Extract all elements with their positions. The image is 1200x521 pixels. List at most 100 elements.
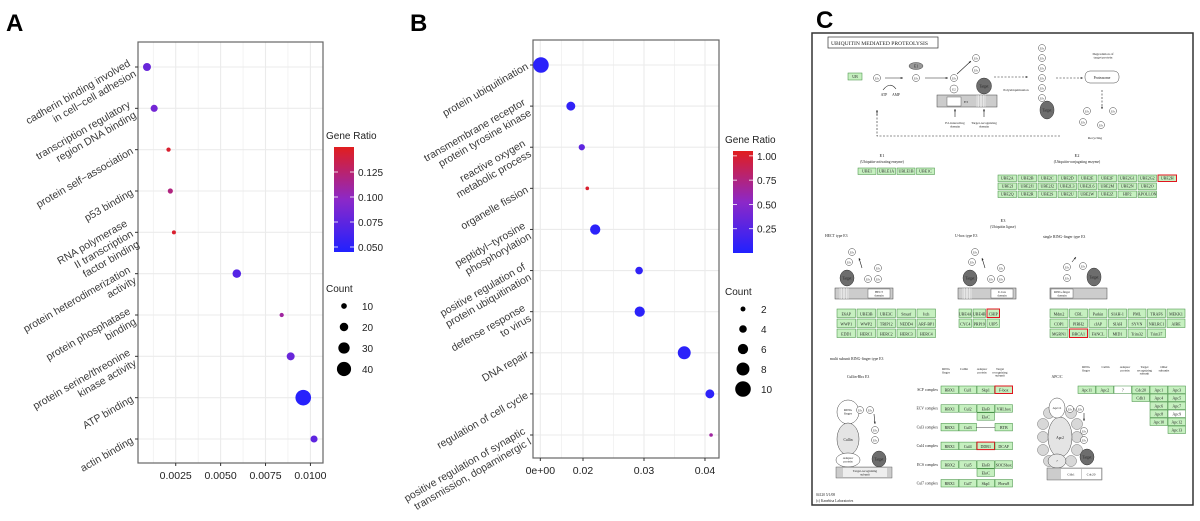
y-tick-label: DNA repair — [480, 348, 531, 384]
gene-label: Cul7 — [964, 481, 972, 486]
atp-arrow — [882, 84, 897, 91]
arrow-head — [1101, 106, 1103, 109]
gene-box — [1037, 190, 1057, 198]
y-tick-label-group: p53 binding — [82, 187, 135, 225]
map-text: Adaptor protein — [1120, 365, 1131, 372]
gene-box — [1095, 385, 1114, 394]
e1-oval — [908, 62, 924, 70]
map-text-line: Other — [1160, 365, 1168, 369]
ubiquitin-circle — [1063, 274, 1071, 282]
data-point — [310, 435, 318, 443]
data-point — [295, 389, 312, 406]
gene-box — [1088, 318, 1108, 328]
ubiquitin-label: Ub — [1040, 86, 1044, 90]
map-footer-copyright: (c) Kanehisa Laboratories — [816, 499, 854, 503]
gene-label: Trim32 — [1131, 332, 1143, 337]
ring-domain — [1050, 288, 1074, 299]
size-legend-title: Count — [725, 287, 752, 298]
gene-box — [916, 167, 935, 175]
panel-label-c: C — [816, 7, 833, 34]
map-text: Cdh1 — [1067, 473, 1075, 477]
map-text-line: recognizing — [1137, 368, 1152, 372]
map-text-line: target protein — [1094, 56, 1113, 60]
gene-box — [1127, 308, 1147, 318]
gene-label: EDD1 — [841, 332, 851, 337]
map-text-line: finger — [1082, 368, 1091, 372]
gene-label: DDB1 — [981, 444, 991, 449]
map-text-line: subunit — [1140, 372, 1150, 376]
map-text-line: recognizing — [992, 370, 1007, 374]
gene-box — [1037, 174, 1057, 182]
gene-box — [958, 385, 977, 394]
gene-box — [1077, 190, 1097, 198]
colorbar-label: 0.25 — [757, 225, 777, 236]
gene-box — [994, 441, 1013, 450]
gene-box — [1137, 174, 1157, 182]
y-tick-label-group: actin binding — [78, 435, 135, 475]
x-tick-label: 0e+00 — [526, 465, 556, 477]
ligase-domain — [867, 288, 891, 299]
size-legend-label: 20 — [362, 323, 374, 334]
map-text-line: Adaptor — [843, 456, 854, 460]
gene-box — [997, 182, 1017, 190]
y-tick-label: ATP binding — [81, 393, 136, 432]
map-text-line: Target-recognizing — [971, 121, 997, 125]
map-text-line: RING — [1082, 365, 1090, 369]
target-protein — [962, 269, 978, 287]
size-legend-title: Count — [326, 284, 353, 295]
gene-box — [1167, 393, 1186, 402]
map-text: Other subunits — [1159, 365, 1170, 372]
gene-box — [896, 318, 916, 328]
target-label: Target — [1089, 275, 1098, 279]
colorbar-label: 0.125 — [358, 168, 383, 179]
x-tick-label: 0.0075 — [249, 470, 281, 482]
gene-box — [976, 468, 995, 477]
gene-label: DCAF — [998, 444, 1009, 449]
map-text-line: Target — [1140, 365, 1148, 369]
apc-subunit — [1037, 431, 1049, 443]
ubiquitin-label: Ub — [873, 438, 877, 442]
gene-box — [1131, 385, 1150, 394]
map-text: Target recognizing subunit — [1137, 365, 1152, 376]
gene-label: TRIP12 — [880, 322, 893, 327]
gene-box — [1137, 182, 1157, 190]
data-point — [150, 104, 158, 112]
gene-box — [1147, 308, 1166, 318]
map-text: Target-recognizing subunit — [853, 469, 878, 476]
size-legend-dot — [339, 322, 349, 332]
gene-label: Apc1 — [1154, 388, 1163, 393]
target-protein — [839, 269, 855, 287]
ubiquitin-label: Ub — [1040, 96, 1044, 100]
gene-box — [1147, 318, 1166, 328]
ubiquitin-label: Ub — [876, 277, 880, 281]
map-text: single RING-finger type E3 — [1043, 235, 1085, 239]
gene-label: UBE2F — [1101, 176, 1114, 181]
gene-box — [1097, 190, 1117, 198]
map-text: APC/C — [1052, 375, 1063, 379]
ubiquitin-label: Ub — [1111, 109, 1115, 113]
gene-box — [976, 412, 995, 421]
gene-label: UBE2J1 — [1020, 184, 1034, 189]
map-text: E1 — [880, 153, 885, 158]
map-text: Apc2 — [1056, 436, 1064, 440]
map-text: (Ubiquitin ligase) — [990, 225, 1016, 229]
gene-box — [1167, 425, 1186, 434]
gene-box — [940, 479, 959, 488]
gene-label: COP1 — [1054, 322, 1064, 327]
colorbar — [733, 151, 753, 253]
target-label: Target — [979, 84, 988, 88]
gene-label: Apc6 — [1154, 404, 1163, 409]
target-protein — [1086, 267, 1102, 287]
y-tick-label: p53 binding — [82, 187, 135, 225]
gene-label: PRP19 — [974, 322, 985, 327]
map-text: Cullin-Rbx E3 — [847, 375, 869, 379]
gene-box — [876, 328, 896, 338]
gene-box — [1113, 385, 1132, 394]
map-text: (Ubiquitin-conjugating enzyme) — [1054, 160, 1101, 164]
map-text-line: domain — [1057, 293, 1067, 297]
gene-label: HERC4 — [920, 332, 933, 337]
gene-label: Mdm2 — [1054, 312, 1065, 317]
plot-border — [532, 39, 720, 459]
x-tick-label: 0.0050 — [205, 470, 237, 482]
ubiquitin-circle — [874, 264, 882, 272]
